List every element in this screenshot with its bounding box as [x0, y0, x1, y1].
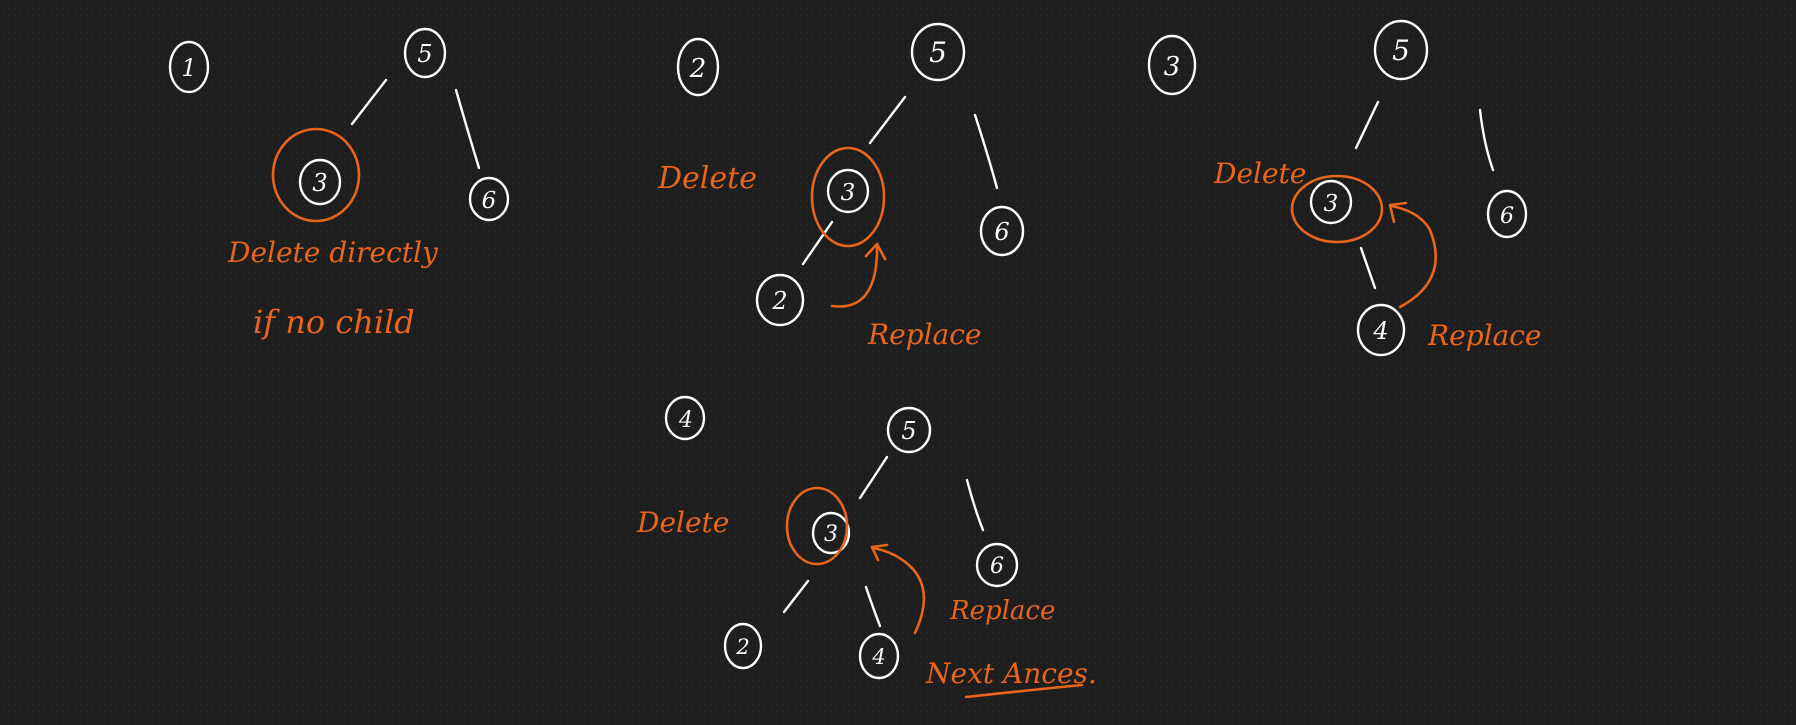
- step-number-3: 3: [1147, 34, 1197, 96]
- svg-text:2: 2: [771, 287, 787, 315]
- edge-5-6: [1478, 108, 1495, 172]
- diagram-2: 5 3 6 2 Delete Replace: [657, 22, 1025, 351]
- delete-label: Delete: [1213, 157, 1306, 190]
- step-number-4: 4: [664, 395, 706, 441]
- diagram-4: 5 3 6 2 4 Delete Replace Next Ances.: [636, 406, 1097, 699]
- edge-5-3: [858, 455, 889, 500]
- svg-text:3: 3: [824, 522, 838, 547]
- note-delete-directly: Delete directly: [227, 236, 439, 269]
- replace-arrow-head: [864, 242, 887, 261]
- tree-node-4: 4: [858, 632, 900, 680]
- svg-text:5: 5: [929, 36, 947, 69]
- diagram-3: 5 3 6 4 Delete Replace: [1213, 19, 1541, 357]
- edge-5-3: [1354, 100, 1380, 150]
- tree-node-3: 3: [811, 511, 851, 555]
- tree-node-2: 2: [723, 622, 763, 670]
- svg-text:6: 6: [994, 218, 1009, 246]
- next-ancestor-underline: [964, 683, 1084, 699]
- svg-text:2: 2: [689, 54, 707, 84]
- replace-arrow-head: [870, 543, 889, 562]
- edge-5-6: [965, 478, 985, 532]
- diagram-1: 5 3 6 Delete directly if no child: [227, 27, 510, 341]
- svg-text:1: 1: [181, 54, 196, 82]
- delete-highlight-circle: [785, 486, 849, 566]
- delete-highlight-circle: [810, 146, 886, 248]
- step-number-1: 1: [168, 40, 210, 94]
- replace-arrow: [1390, 204, 1438, 309]
- next-ancestor-note: Next Ances.: [925, 657, 1097, 690]
- svg-text:3: 3: [312, 169, 327, 197]
- tree-node-5: 5: [403, 27, 447, 79]
- svg-text:3: 3: [1324, 191, 1339, 217]
- tree-node-3: 3: [826, 168, 870, 214]
- svg-text:5: 5: [417, 40, 432, 68]
- tree-node-3: 3: [1309, 179, 1353, 225]
- svg-text:5: 5: [1392, 34, 1410, 67]
- edge-5-6: [454, 88, 481, 170]
- svg-text:3: 3: [1164, 52, 1181, 82]
- delete-highlight-circle: [1290, 174, 1384, 244]
- svg-text:5: 5: [901, 417, 916, 445]
- step-number-2: 2: [676, 37, 720, 97]
- note-if-no-child: if no child: [253, 303, 415, 341]
- svg-text:3: 3: [841, 180, 856, 206]
- tree-node-5: 5: [910, 22, 966, 82]
- replace-label: Replace: [867, 318, 981, 351]
- svg-text:6: 6: [1500, 204, 1514, 229]
- tree-node-3: 3: [298, 158, 342, 206]
- edge-3-4: [1359, 246, 1377, 290]
- delete-label: Delete: [636, 506, 729, 539]
- edge-5-6: [973, 113, 999, 190]
- svg-text:6: 6: [990, 554, 1004, 579]
- tree-node-6: 6: [975, 542, 1019, 588]
- replace-arrow: [830, 244, 879, 308]
- svg-text:6: 6: [482, 188, 497, 214]
- replace-arrow: [871, 546, 926, 635]
- tree-node-6: 6: [468, 176, 510, 222]
- edge-5-3: [350, 78, 388, 126]
- replace-label: Replace: [949, 596, 1055, 626]
- edge-3-4: [864, 585, 882, 628]
- edge-5-3: [868, 95, 907, 145]
- replace-arrow-head: [1388, 201, 1408, 224]
- svg-text:4: 4: [1372, 317, 1388, 345]
- tree-node-5: 5: [886, 406, 932, 454]
- tree-node-6: 6: [1486, 189, 1528, 239]
- edge-3-2: [801, 220, 834, 266]
- svg-text:4: 4: [678, 408, 693, 433]
- svg-text:4: 4: [871, 645, 885, 669]
- tree-node-5: 5: [1373, 19, 1429, 81]
- delete-label: Delete: [657, 161, 757, 196]
- svg-text:2: 2: [735, 635, 749, 659]
- tree-node-6: 6: [979, 205, 1025, 257]
- replace-label: Replace: [1427, 319, 1541, 352]
- tree-node-2: 2: [755, 273, 805, 327]
- delete-highlight-circle: [271, 127, 361, 223]
- edge-3-2: [782, 579, 810, 614]
- tree-node-4: 4: [1356, 303, 1406, 357]
